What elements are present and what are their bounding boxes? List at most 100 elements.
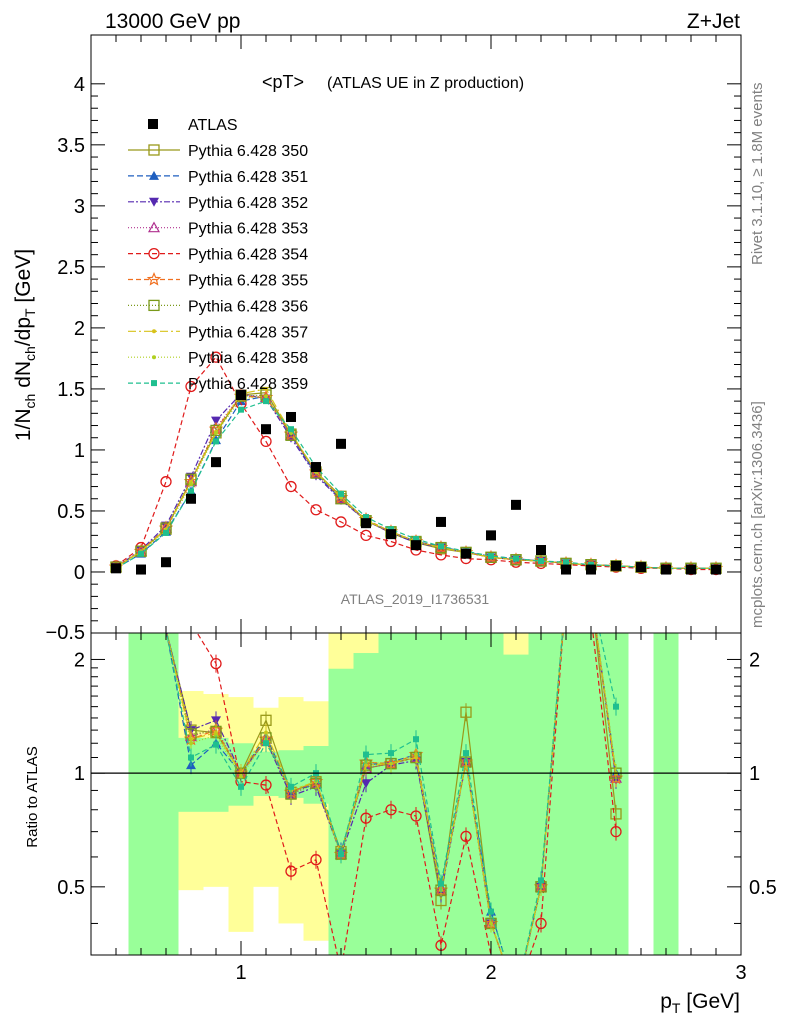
ratio-series-line [196,633,617,955]
main-title-sub: (ATLAS UE in Z production) [327,75,524,92]
ratio-marker [389,761,393,766]
series-marker [185,380,197,393]
ratio-series-line [166,633,617,955]
series-marker [360,529,372,542]
xtick-label: 2 [485,962,496,984]
atlas-data-point [686,564,696,575]
rivet-label: Rivet 3.1.10, ≥ 1.8M events [749,83,766,266]
main-ytick-label-bottom: −0.5 [46,622,85,644]
ratio-marker [213,741,219,748]
mcplots-label: mcplots.cern.ch [arXiv:1306.3436] [749,401,766,628]
ratio-ytick-label-right: 0.5 [749,877,777,899]
series-marker [210,351,222,363]
main-ytick-label: 1.5 [57,379,85,401]
series-marker [264,386,268,391]
legend-label: Pythia 6.428 355 [188,273,308,290]
ratio-ytick-label: 2 [74,649,85,671]
ratio-marker [610,826,622,838]
atlas-data-point [361,518,371,529]
main-ylabel: 1/Nch dNch/dpT [GeV] [12,249,38,441]
ratio-marker [385,804,397,816]
ratio-band-green [128,633,154,955]
atlas-data-point [486,530,496,541]
atlas-data-point [286,411,296,422]
ratio-band-yellow [303,701,329,941]
ratio-series-line [166,633,617,955]
atlas-data-point [386,529,396,540]
ratio-marker [535,917,547,930]
series-marker [260,435,272,448]
ratio-band-green [328,633,354,955]
legend-marker [151,380,157,387]
svg-text:1/Nch dNch/dpT [GeV]: 1/Nch dNch/dpT [GeV] [12,249,38,441]
ratio-series-line [166,633,617,955]
ratio-band-green [153,633,179,955]
ratio-marker [310,854,322,866]
atlas-data-point [161,557,171,568]
atlas-data-point [186,493,196,504]
ratio-series-line [166,633,617,955]
series-marker [563,559,569,566]
series-marker [189,482,193,487]
ratio-marker [460,830,472,843]
ratio-band-green [553,633,579,955]
ratio-marker [285,865,297,877]
ratio-marker [463,750,469,757]
main-ytick-label: 1 [74,440,85,462]
atlas-data-point [561,564,571,575]
legend-label: Pythia 6.428 353 [188,221,308,238]
ratio-band-green [528,633,554,955]
ratio-marker [360,812,372,824]
ratio-marker [260,779,272,791]
ratio-marker [538,877,544,884]
legend-marker [147,221,161,233]
atlas-data-point [661,564,671,575]
header-left: 13000 GeV pp [105,10,240,33]
legend-label: Pythia 6.428 356 [188,298,308,315]
atlas-data-point [461,548,471,559]
ratio-marker [413,736,419,743]
atlas-data-point [611,560,621,571]
main-ytick-label: 2.5 [57,257,85,279]
main-title-main: <pT> [262,72,304,92]
ratio-ytick-label: 0.5 [57,877,85,899]
series-marker [210,424,222,437]
atlas-data-point [311,462,321,473]
ratio-marker [438,880,444,887]
legend-atlas-marker [148,119,158,129]
ratio-marker [460,706,472,718]
series-marker [238,406,244,413]
atlas-data-point [636,562,646,573]
main-ytick-label: 0.5 [57,501,85,523]
series-marker [285,480,297,493]
series-marker [413,536,419,543]
ratio-series-line [166,633,617,955]
ratio-marker [610,808,622,820]
ratio-band-green [478,633,504,955]
series-marker [138,550,144,557]
series-marker [333,489,349,504]
ratio-ylabel: Ratio to ATLAS [24,746,41,847]
watermark: ATLAS_2019_I1736531 [341,591,490,607]
series-marker [433,540,449,554]
ratio-marker [188,754,194,761]
main-panel: 0 0.5 1 1.5 2 2.5 3 3.5 4 −0.5 <pT> (ATLAS UE in … [12,34,742,644]
series-marker [188,488,194,495]
main-ytick-label: 3.5 [57,135,85,157]
main-ytick-label: 2 [74,318,85,340]
legend-label: Pythia 6.428 351 [188,169,308,186]
atlas-data-point [711,564,721,575]
atlas-data-point [336,438,346,449]
ratio-marker [263,740,269,747]
ratio-marker [363,751,369,758]
xtick-label: 3 [735,962,746,984]
ratio-marker [288,783,294,790]
ratio-panel: 0.5 0.5 1 1 2 2 1 2 3 Ratio to ATLAS pT [GeV] [24,35,777,1016]
atlas-data-point [536,545,546,556]
ratio-marker [613,703,619,710]
legend-marker [152,329,156,334]
series-marker [213,438,219,445]
legend-marker [148,299,160,312]
series-marker [438,543,444,550]
